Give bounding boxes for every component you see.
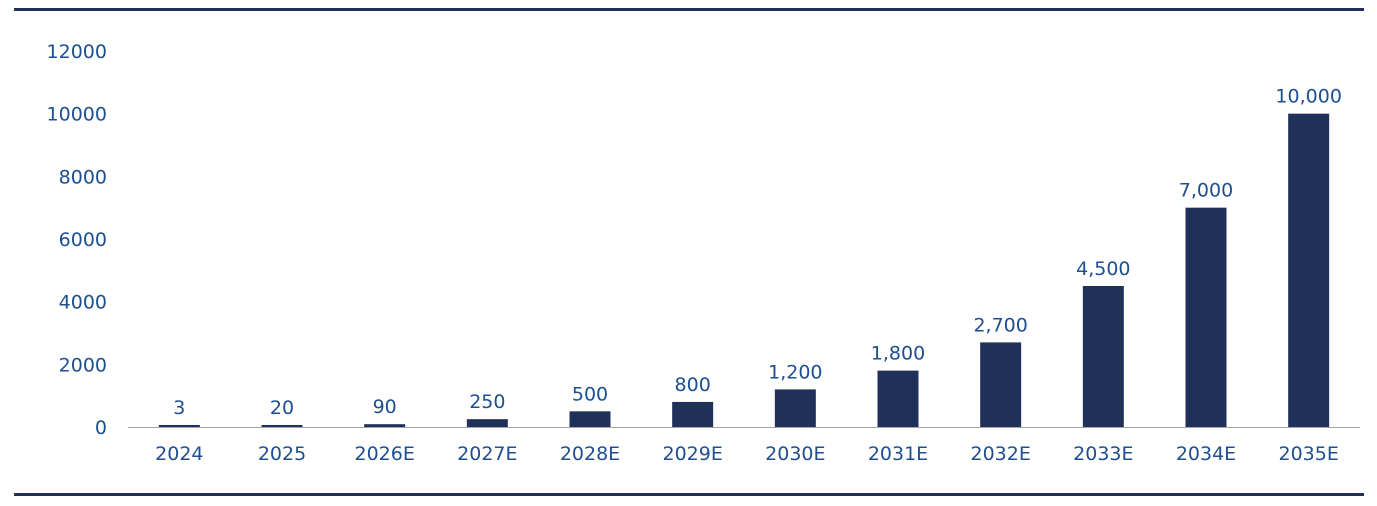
data-label: 3 (173, 397, 185, 419)
bars (158, 113, 1330, 428)
y-tick-label: 2000 (59, 354, 107, 376)
x-tick-label: 2035E (1278, 443, 1338, 465)
y-tick-label: 0 (95, 417, 107, 439)
y-tick-label: 10000 (47, 104, 107, 126)
x-tick-label: 2032E (970, 443, 1030, 465)
bar (569, 411, 611, 427)
x-tick-label: 2027E (457, 443, 517, 465)
data-label: 1,200 (768, 361, 822, 383)
x-tick-label: 2025 (258, 443, 306, 465)
top-rule (14, 8, 1364, 11)
bar (672, 401, 714, 427)
bar (466, 419, 508, 427)
bar (1185, 207, 1227, 427)
x-tick-label: 2031E (868, 443, 928, 465)
data-label: 2,700 (973, 314, 1027, 336)
x-tick-label: 2024 (155, 443, 203, 465)
data-labels: 3 20 90 250 500 800 1,200 1,800 2,700 4,500 7,000 1… (173, 86, 1342, 419)
data-label: 20 (270, 397, 294, 419)
data-label: 250 (469, 391, 505, 413)
x-tick-label: 2028E (560, 443, 620, 465)
x-tick-label: 2030E (765, 443, 825, 465)
bar (364, 424, 406, 427)
bar (980, 342, 1022, 427)
data-label: 90 (373, 396, 397, 418)
bar (261, 425, 303, 427)
bar (877, 370, 919, 427)
x-tick-label: 2034E (1176, 443, 1236, 465)
y-axis-ticks: 0 2000 4000 6000 8000 10000 12000 (47, 41, 107, 439)
x-axis-ticks: 2024 2025 2026E 2027E 2028E 2029E 2030E 2031E 20… (155, 443, 1339, 465)
data-label: 800 (675, 374, 711, 396)
data-label: 10,000 (1275, 86, 1341, 108)
bar (158, 425, 200, 427)
bar (1288, 113, 1330, 428)
data-label: 7,000 (1179, 180, 1233, 202)
data-label: 1,800 (871, 343, 925, 365)
bar (774, 389, 816, 427)
y-tick-label: 6000 (59, 229, 107, 251)
x-tick-label: 2026E (354, 443, 414, 465)
x-tick-label: 2029E (662, 443, 722, 465)
data-label: 500 (572, 383, 608, 405)
y-tick-label: 8000 (59, 166, 107, 188)
bottom-rule (14, 493, 1364, 496)
y-tick-label: 4000 (59, 292, 107, 314)
bar (1082, 286, 1124, 427)
x-tick-label: 2033E (1073, 443, 1133, 465)
data-label: 4,500 (1076, 258, 1130, 280)
y-tick-label: 12000 (47, 41, 107, 63)
